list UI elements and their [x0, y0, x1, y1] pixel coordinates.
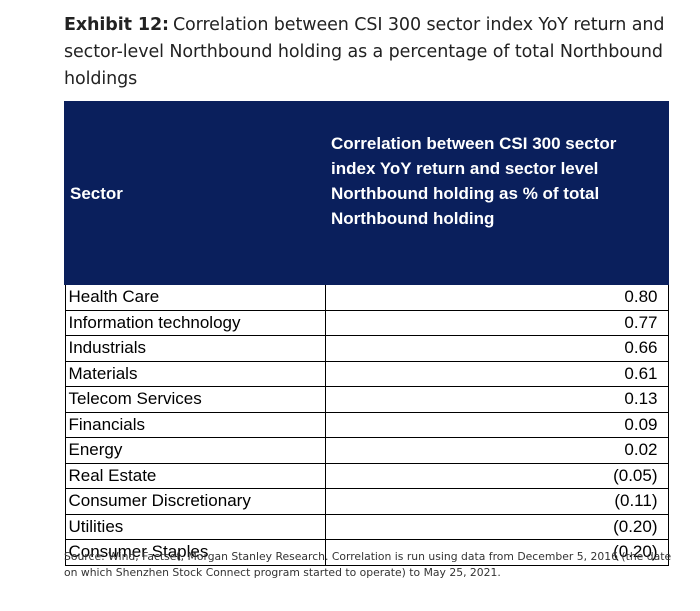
table-row: Consumer Staples (0.20) [64, 539, 669, 566]
correlation-value-cell: 0.61 [324, 360, 669, 387]
sector-cell: Consumer Discretionary [64, 488, 326, 515]
sector-cell: Energy [64, 437, 326, 464]
table-row: Utilities (0.20) [64, 513, 669, 540]
source-note: Source: Wind, Factset, Morgan Stanley Re… [64, 550, 672, 579]
sector-cell: Materials [64, 360, 326, 387]
exhibit-label: Exhibit 12: [64, 15, 169, 35]
sector-cell: Information technology [64, 309, 326, 336]
correlation-value-cell: (0.05) [324, 462, 669, 489]
exhibit-title-text: Correlation between CSI 300 sector index… [64, 15, 665, 89]
sector-cell: Financials [64, 411, 326, 438]
correlation-value-cell: (0.20) [324, 539, 669, 566]
table-header-row: Sector Correlation between CSI 300 secto… [64, 101, 669, 285]
correlation-value-cell: 0.80 [324, 283, 669, 311]
table-row: Industrials 0.66 [64, 335, 669, 362]
correlation-value-cell: 0.77 [324, 309, 669, 336]
table-body: Health Care 0.80 Information technology 0.7… [64, 283, 669, 566]
sector-cell: Utilities [64, 513, 326, 540]
exhibit-title: Exhibit 12: Correlation between CSI 300 s… [64, 12, 674, 93]
table-row: Consumer Discretionary (0.11) [64, 488, 669, 515]
header-sector: Sector [64, 101, 326, 285]
header-correlation: Correlation between CSI 300 sector index… [324, 101, 669, 285]
table-row: Information technology 0.77 [64, 309, 669, 336]
sector-cell: Real Estate [64, 462, 326, 489]
table-row: Energy 0.02 [64, 437, 669, 464]
sector-cell: Consumer Staples [64, 539, 326, 566]
correlation-value-cell: 0.66 [324, 335, 669, 362]
sector-cell: Telecom Services [64, 386, 326, 413]
correlation-table: Sector Correlation between CSI 300 secto… [64, 101, 669, 566]
correlation-value-cell: 0.13 [324, 386, 669, 413]
correlation-value-cell: 0.02 [324, 437, 669, 464]
table-row: Health Care 0.80 [64, 283, 669, 311]
correlation-value-cell: 0.09 [324, 411, 669, 438]
sector-cell: Industrials [64, 335, 326, 362]
correlation-value-cell: (0.11) [324, 488, 669, 515]
sector-cell: Health Care [64, 283, 326, 311]
table-row: Materials 0.61 [64, 360, 669, 387]
table-row: Real Estate (0.05) [64, 462, 669, 489]
table-row: Telecom Services 0.13 [64, 386, 669, 413]
table-row: Financials 0.09 [64, 411, 669, 438]
correlation-value-cell: (0.20) [324, 513, 669, 540]
